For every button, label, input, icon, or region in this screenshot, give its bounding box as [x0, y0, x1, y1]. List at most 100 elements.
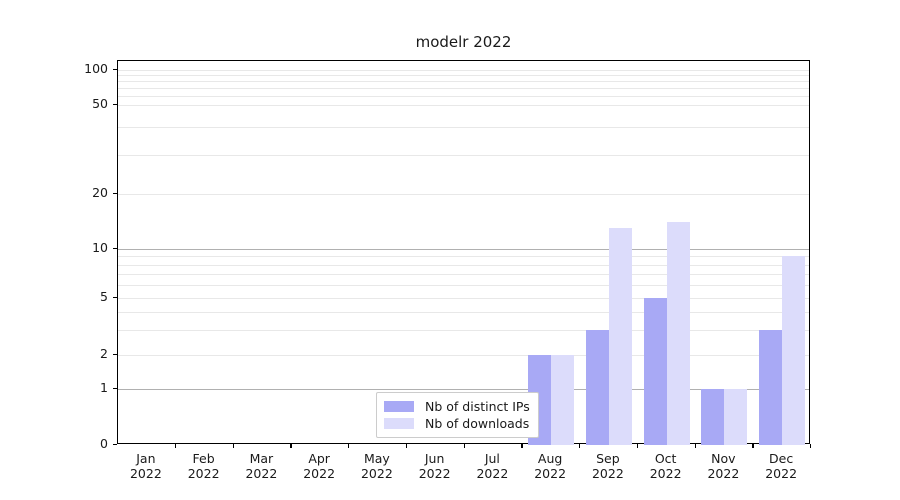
x-tick-mark: [290, 444, 292, 448]
gridline-minor: [118, 285, 809, 287]
chart-legend: Nb of distinct IPs Nb of downloads: [376, 392, 539, 438]
y-tick-label: 20: [92, 185, 108, 200]
gridline-major: [118, 389, 809, 390]
x-tick-mark: [521, 444, 523, 448]
legend-item-downloads[interactable]: Nb of downloads: [384, 415, 530, 432]
gridline-minor: [118, 81, 809, 83]
y-tick-label: 0: [100, 436, 108, 451]
y-tick-mark: [113, 69, 117, 71]
x-tick-label-nov: Nov 2022: [683, 451, 763, 481]
x-tick-mark: [174, 444, 177, 448]
x-tick-year: 2022: [591, 466, 624, 481]
y-tick-label: 1: [100, 380, 108, 395]
gridline-minor: [118, 264, 809, 266]
gridline-minor: [118, 298, 809, 299]
gridline-major: [118, 249, 809, 250]
bars-layer: [118, 61, 809, 445]
gridline-minor: [118, 311, 809, 313]
x-tick-month: Feb: [192, 451, 215, 466]
gridlines: [118, 61, 809, 443]
x-tick-mark: [232, 444, 234, 448]
gridline-minor: [118, 274, 809, 276]
x-tick-year: 2022: [418, 466, 451, 481]
x-tick-mark: [636, 444, 639, 448]
x-tick-mark: [752, 444, 754, 448]
bar-sep-downloads: [608, 228, 632, 445]
gridline-minor: [118, 105, 809, 106]
x-tick-year: 2022: [187, 466, 220, 481]
gridline-minor: [118, 329, 809, 331]
x-tick-month: Jun: [424, 451, 445, 466]
chart-title: modelr 2022: [415, 33, 512, 51]
x-tick-month: Sep: [596, 451, 620, 466]
x-tick-mark: [463, 444, 465, 448]
bar-dec-downloads: [782, 256, 806, 445]
x-tick-month: May: [363, 451, 390, 466]
x-tick-mark: [694, 444, 696, 448]
y-tick-mark: [113, 444, 117, 446]
legend-item-ips[interactable]: Nb of distinct IPs: [384, 398, 530, 415]
bar-dec-ips: [759, 329, 783, 445]
x-tick-label-jul: Jul 2022: [452, 451, 532, 481]
y-tick-label: 5: [100, 289, 108, 304]
gridline-minor: [118, 75, 809, 77]
x-tick-month: Apr: [308, 451, 330, 466]
x-tick-label-may: May 2022: [337, 451, 417, 481]
gridline-minor: [118, 256, 809, 258]
x-tick-year: 2022: [649, 466, 682, 481]
x-tick-label-jun: Jun 2022: [395, 451, 475, 481]
y-tick-label: 10: [92, 240, 108, 255]
x-tick-month: Oct: [654, 451, 677, 466]
x-tick-mark: [348, 444, 350, 448]
x-tick-label-sep: Sep 2022: [568, 451, 648, 481]
x-tick-mark: [579, 444, 581, 448]
bar-sep-ips: [585, 329, 609, 445]
y-axis-tick-labels: 0 1 2 5 10 20 50 100: [56, 60, 108, 450]
bar-aug-downloads: [551, 355, 575, 445]
bar-oct-ips: [643, 298, 667, 445]
x-tick-label-mar: Mar 2022: [221, 451, 301, 481]
gridline-minor: [118, 70, 809, 71]
y-tick-mark: [113, 297, 117, 299]
x-tick-month: Dec: [769, 451, 794, 466]
plot-area: [117, 60, 810, 445]
y-tick-mark: [113, 104, 117, 106]
x-tick-mark: [810, 444, 812, 448]
gridline-minor: [118, 154, 809, 156]
x-tick-year: 2022: [245, 466, 278, 481]
gridline-minor: [118, 355, 809, 356]
x-tick-month: Mar: [249, 451, 274, 466]
bar-nov-downloads: [724, 389, 748, 445]
x-tick-year: 2022: [707, 466, 740, 481]
y-tick-mark: [113, 193, 117, 195]
gridline-minor: [118, 88, 809, 89]
x-tick-month: Nov: [711, 451, 736, 466]
x-tick-year: 2022: [534, 466, 567, 481]
x-tick-label-oct: Oct 2022: [626, 451, 706, 481]
x-tick-year: 2022: [765, 466, 798, 481]
x-tick-label-jan: Jan 2022: [106, 451, 186, 481]
y-tick-mark: [113, 248, 117, 250]
x-tick-mark: [405, 444, 408, 448]
x-tick-year: 2022: [360, 466, 393, 481]
y-tick-mark: [113, 354, 117, 356]
y-tick-label: 50: [92, 96, 108, 111]
legend-swatch-icon: [384, 418, 414, 429]
x-tick-label-dec: Dec 2022: [741, 451, 821, 481]
x-tick-year: 2022: [129, 466, 162, 481]
x-tick-label-feb: Feb 2022: [164, 451, 244, 481]
x-tick-month: Aug: [537, 451, 563, 466]
x-tick-year: 2022: [303, 466, 336, 481]
x-tick-label-aug: Aug 2022: [510, 451, 590, 481]
x-tick-label-apr: Apr 2022: [279, 451, 359, 481]
gridline-minor: [118, 194, 809, 195]
y-tick-label: 2: [100, 346, 108, 361]
legend-label: Nb of distinct IPs: [425, 399, 530, 414]
legend-label: Nb of downloads: [425, 416, 530, 431]
x-tick-month: Jul: [484, 451, 500, 466]
y-tick-mark: [113, 388, 117, 390]
gridline-minor: [118, 126, 809, 128]
legend-swatch-icon: [384, 401, 414, 412]
y-tick-label: 100: [84, 61, 108, 76]
